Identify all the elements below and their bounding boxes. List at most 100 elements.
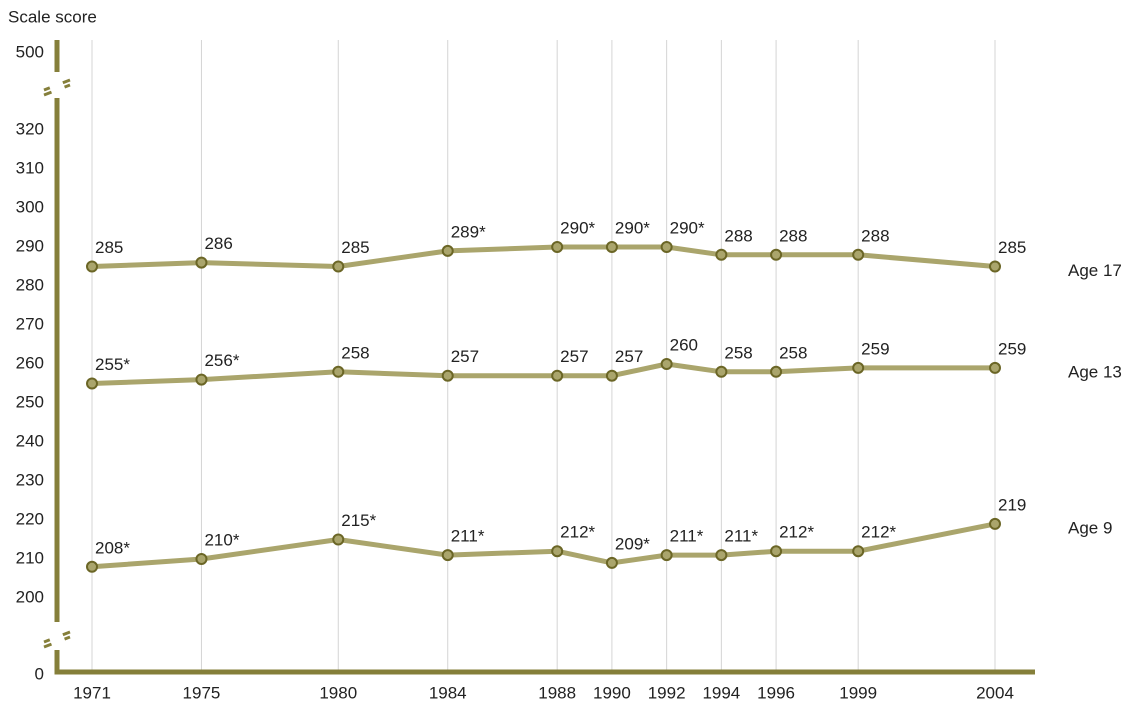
- value-label: 256*: [204, 351, 239, 370]
- value-label: 258: [724, 343, 752, 362]
- series-label: Age 17: [1068, 261, 1122, 280]
- value-label: 285: [998, 238, 1026, 257]
- value-label: 212*: [560, 523, 595, 542]
- point: [332, 533, 345, 546]
- point: [852, 545, 865, 558]
- break-gap: [48, 631, 66, 647]
- x-tick-label: 1971: [73, 683, 111, 702]
- axis-line: [54, 40, 1035, 675]
- value-label: 257: [560, 347, 588, 366]
- point: [441, 369, 454, 382]
- x-tick-label: 1975: [183, 683, 221, 702]
- value-label: 219: [998, 495, 1026, 514]
- y-tick-label: 240: [16, 431, 44, 450]
- value-label: 290*: [560, 218, 595, 237]
- grid: [91, 40, 996, 670]
- point: [660, 241, 673, 253]
- point: [86, 560, 98, 573]
- value-label: 211*: [724, 527, 758, 546]
- y-tick-label: 280: [16, 275, 44, 294]
- point: [605, 556, 618, 569]
- point: [551, 545, 564, 558]
- value-label: 285: [341, 238, 369, 257]
- x-tick-label: 1980: [319, 683, 357, 702]
- point: [770, 365, 783, 378]
- y-tick-label: 270: [16, 314, 44, 333]
- y-tick-label: 210: [16, 548, 44, 567]
- value-label: 289*: [451, 222, 486, 241]
- point: [605, 369, 618, 382]
- point: [715, 365, 728, 378]
- value-label: 211*: [451, 527, 485, 546]
- x-tick-label: 1996: [757, 683, 795, 702]
- value-label: 285: [95, 238, 123, 257]
- point: [605, 241, 618, 253]
- break-gap: [48, 79, 66, 95]
- x-tick-label: 1990: [593, 683, 631, 702]
- value-label: 288: [861, 226, 889, 245]
- point: [86, 377, 98, 390]
- value-label: 258: [779, 343, 807, 362]
- value-label: 259: [998, 339, 1026, 358]
- point: [852, 248, 865, 261]
- value-label: 209*: [615, 534, 650, 553]
- value-label: 257: [615, 347, 643, 366]
- x-tick-label: 2004: [976, 683, 1014, 702]
- point: [332, 260, 345, 273]
- point: [715, 549, 728, 562]
- point: [770, 545, 783, 558]
- value-label: 288: [779, 226, 807, 245]
- point: [660, 358, 673, 370]
- point: [195, 256, 208, 269]
- point: [441, 549, 454, 562]
- x-tick-label: 1984: [429, 683, 467, 702]
- point: [551, 369, 564, 382]
- x-tick-label: 1999: [839, 683, 877, 702]
- point: [989, 517, 1001, 530]
- y-tick-label: 200: [16, 587, 44, 606]
- series-label: Age 9: [1068, 518, 1112, 537]
- x-tick-label: 1992: [648, 683, 686, 702]
- point: [332, 365, 345, 378]
- value-label: 210*: [204, 530, 239, 549]
- x-tick-label: 1994: [702, 683, 740, 702]
- point: [989, 260, 1001, 273]
- y-tick-label: 0: [35, 664, 44, 683]
- series-label: Age 13: [1068, 362, 1122, 381]
- point: [989, 361, 1001, 374]
- value-label: 290*: [615, 218, 650, 237]
- point: [195, 553, 208, 565]
- value-label: 290*: [670, 218, 705, 237]
- value-label: 260: [670, 335, 698, 354]
- y-tick-label: 320: [16, 119, 44, 138]
- y-tick-label: 260: [16, 353, 44, 372]
- value-label: 211*: [670, 527, 704, 546]
- y-tick-label: 220: [16, 509, 44, 528]
- point: [195, 373, 208, 386]
- point: [441, 244, 454, 257]
- value-label: 212*: [861, 523, 896, 542]
- value-label: 286: [204, 234, 232, 253]
- x-tick-label: 1988: [538, 683, 576, 702]
- value-label: 258: [341, 343, 369, 362]
- value-label: 257: [451, 347, 479, 366]
- y-axis: [43, 40, 1035, 675]
- value-label: 212*: [779, 523, 814, 542]
- point: [770, 248, 783, 261]
- value-label: 215*: [341, 511, 376, 530]
- y-tick-label: 310: [16, 158, 44, 177]
- point: [852, 361, 865, 374]
- point: [715, 248, 728, 261]
- point: [551, 241, 564, 253]
- value-label: 288: [724, 226, 752, 245]
- y-tick-label: 300: [16, 197, 44, 216]
- y-tick-label: 290: [16, 236, 44, 255]
- y-axis-title: Scale score: [8, 7, 97, 26]
- y-tick-label: 500: [16, 42, 44, 61]
- value-label: 208*: [95, 538, 130, 557]
- value-label: 255*: [95, 355, 130, 374]
- value-label: 259: [861, 339, 889, 358]
- y-tick-label: 250: [16, 392, 44, 411]
- y-tick-label: 230: [16, 470, 44, 489]
